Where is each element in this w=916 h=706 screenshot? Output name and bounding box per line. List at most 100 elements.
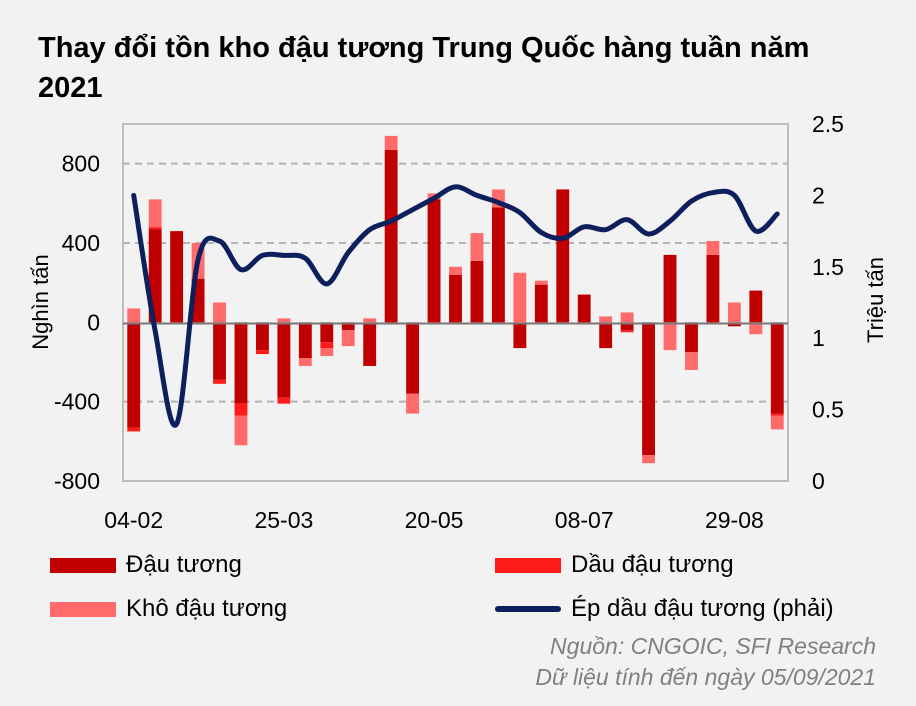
bar-oil xyxy=(277,397,291,404)
legend-crush: Ép dầu đậu tương (phải) xyxy=(495,595,834,623)
left-tick-label: -800 xyxy=(54,468,100,494)
bar-oil xyxy=(148,227,162,230)
bar-soybean xyxy=(127,322,141,428)
bar-soybean xyxy=(534,284,548,323)
chart-title: Thay đổi tồn kho đậu tương Trung Quốc hà… xyxy=(38,32,810,104)
bar-soybean xyxy=(663,254,677,323)
bar-soybean xyxy=(685,322,698,353)
legend-swatch-meal xyxy=(50,601,116,617)
bar-soybean xyxy=(513,322,527,349)
left-tick-label: -400 xyxy=(54,389,100,415)
bar-soybean xyxy=(213,322,226,380)
bar-meal xyxy=(406,393,420,414)
bar-soybean xyxy=(384,149,398,323)
bar-soybean xyxy=(577,294,591,323)
bar-meal xyxy=(148,199,162,228)
bar-meal xyxy=(234,415,248,446)
right-tick-label: 2.5 xyxy=(812,111,844,137)
bar-soybean xyxy=(277,322,291,398)
bar-soybean xyxy=(770,322,784,414)
bar-meal xyxy=(642,455,655,464)
legend-meal: Khô đậu tương xyxy=(50,595,287,623)
bar-soybean xyxy=(449,274,462,323)
bar-oil xyxy=(620,330,634,333)
bar-oil xyxy=(770,413,784,416)
right-tick-label: 1.5 xyxy=(812,254,844,280)
bar-meal xyxy=(449,266,462,275)
legend-oil: Dầu đậu tương xyxy=(495,551,734,579)
bar-meal xyxy=(599,316,613,323)
x-tick-label: 25-03 xyxy=(254,507,313,533)
bar-soybean xyxy=(298,322,312,359)
bar-oil xyxy=(320,342,334,349)
bar-meal xyxy=(513,272,527,323)
bar-soybean xyxy=(470,260,484,323)
x-tick-label: 04-02 xyxy=(104,507,163,533)
bar-meal xyxy=(534,280,548,285)
left-tick-label: 800 xyxy=(62,151,100,177)
y-axis-label: Nghìn tấn xyxy=(28,254,53,349)
data-date-note: Dữ liệu tính đến ngày 05/09/2021 xyxy=(535,664,876,690)
left-tick-label: 0 xyxy=(87,309,100,335)
left-axis-ticks: 800 400 0 -400 -800 xyxy=(54,151,100,494)
bar-meal xyxy=(620,312,634,323)
bar-soybean xyxy=(556,189,570,323)
bar-soybean xyxy=(706,254,720,323)
x-tick-label: 08-07 xyxy=(555,507,614,533)
y2-axis-label: Triệu tấn xyxy=(863,257,888,343)
bar-oil xyxy=(213,379,226,384)
bar-soybean xyxy=(341,322,355,331)
left-tick-label: 400 xyxy=(62,230,100,256)
bar-meal xyxy=(363,318,377,323)
legend-swatch-soybean xyxy=(50,557,116,573)
x-axis-ticks: 04-02 25-03 20-05 08-07 29-08 xyxy=(104,507,763,533)
right-tick-label: 2 xyxy=(812,182,825,208)
bar-meal xyxy=(213,302,226,323)
bar-soybean xyxy=(256,322,269,351)
x-tick-label: 20-05 xyxy=(405,507,464,533)
bar-oil xyxy=(127,427,141,432)
bar-soybean xyxy=(320,322,334,343)
legend-soybean: Đậu tương xyxy=(50,551,242,579)
bar-meal xyxy=(685,352,698,370)
bar-soybean xyxy=(620,322,634,331)
bar-soybean xyxy=(491,207,505,323)
right-tick-label: 0 xyxy=(812,468,825,494)
bar-meal xyxy=(298,358,312,366)
legend-label-oil: Dầu đậu tương xyxy=(571,551,734,578)
bar-meal xyxy=(320,348,334,357)
bar-soybean xyxy=(170,231,184,323)
bar-meal xyxy=(277,318,291,323)
source-note: Nguồn: CNGOIC, SFI Research xyxy=(550,633,876,659)
bar-meal xyxy=(706,241,720,255)
bar-meal xyxy=(770,415,784,430)
legend-label-soybean: Đậu tương xyxy=(126,551,242,578)
right-axis-ticks: 2.5 2 1.5 1 0.5 0 xyxy=(812,111,844,494)
bar-meal xyxy=(749,322,763,335)
bar-soybean xyxy=(406,322,420,394)
bar-soybean xyxy=(234,322,248,404)
bar-meal xyxy=(127,308,141,323)
bar-soybean xyxy=(427,199,441,323)
bar-soybean xyxy=(599,322,613,349)
bar-meal xyxy=(470,233,484,261)
legend-swatch-oil xyxy=(495,557,561,573)
bar-oil xyxy=(234,403,248,416)
legend-label-crush: Ép dầu đậu tương (phải) xyxy=(571,595,834,622)
bar-soybean xyxy=(749,290,763,323)
bar-meal xyxy=(341,330,355,347)
right-tick-label: 1 xyxy=(812,325,825,351)
legend-swatch-crush xyxy=(495,606,561,612)
bar-meal xyxy=(727,302,741,323)
bars-group xyxy=(127,135,784,464)
legend-label-meal: Khô đậu tương xyxy=(126,595,288,622)
bar-soybean xyxy=(642,322,655,456)
grid-lines xyxy=(123,162,788,403)
x-tick-label: 29-08 xyxy=(705,507,764,533)
bar-meal xyxy=(384,135,398,150)
right-tick-label: 0.5 xyxy=(812,397,844,423)
crush-series-line xyxy=(131,184,780,428)
bar-meal xyxy=(663,322,677,351)
bar-oil xyxy=(256,350,269,355)
